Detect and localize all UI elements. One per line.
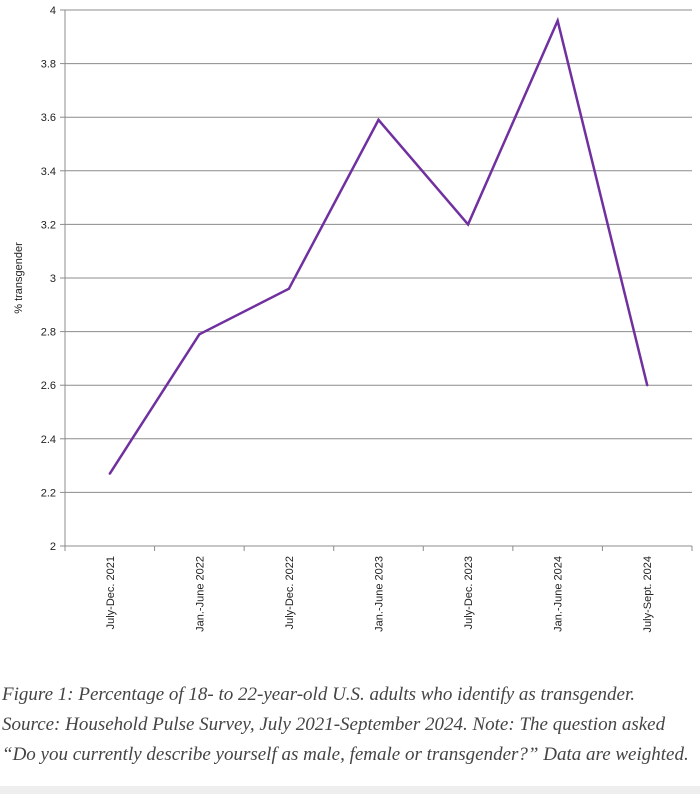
x-tick-label: July-Dec. 2021 bbox=[105, 556, 117, 629]
data-point bbox=[108, 472, 111, 475]
y-tick-label: 2 bbox=[50, 541, 56, 553]
bottom-divider bbox=[0, 786, 700, 794]
y-tick-label: 2.6 bbox=[41, 380, 56, 392]
y-tick-labels: 2 2.2 2.4 2.6 2.8 3 3.2 3.4 3.6 3.8 4 bbox=[41, 5, 56, 553]
data-point bbox=[287, 287, 291, 290]
line-chart: 2 2.2 2.4 2.6 2.8 3 3.2 3.4 3.6 3.8 4 July-Dec. 20… bbox=[13, 5, 693, 632]
data-point bbox=[466, 223, 470, 226]
y-tick-label: 2.8 bbox=[41, 327, 56, 339]
axes bbox=[60, 9, 693, 551]
x-tick-labels: July-Dec. 2021 Jan.-June 2022 July-Dec. 20… bbox=[105, 556, 654, 632]
gridlines bbox=[65, 9, 692, 493]
y-tick-label: 2.2 bbox=[41, 487, 56, 499]
x-tick-label: July-Dec. 2022 bbox=[284, 556, 296, 629]
x-tick-label: July-Dec. 2023 bbox=[463, 556, 475, 629]
x-tick-label: Jan.-June 2024 bbox=[553, 556, 565, 632]
figure-caption: Figure 1: Percentage of 18- to 22-year-o… bbox=[2, 684, 689, 765]
y-tick-label: 3.2 bbox=[41, 219, 56, 231]
x-tick-label: Jan.-June 2023 bbox=[374, 556, 386, 632]
series-line bbox=[108, 16, 649, 475]
series-group bbox=[108, 16, 649, 475]
y-tick-label: 3.8 bbox=[41, 59, 56, 71]
y-tick-label: 3.6 bbox=[41, 112, 56, 124]
x-tick-label: July-Sept. 2024 bbox=[642, 556, 654, 632]
data-point bbox=[198, 333, 201, 336]
y-tick-label: 3 bbox=[50, 273, 56, 285]
y-tick-label: 2.4 bbox=[41, 434, 56, 446]
x-tick-label: Jan.-June 2022 bbox=[194, 556, 206, 632]
y-tick-label: 4 bbox=[50, 5, 56, 17]
data-point bbox=[377, 118, 380, 122]
data-point bbox=[556, 19, 559, 22]
data-point bbox=[646, 384, 649, 387]
y-axis-label: % transgender bbox=[13, 242, 25, 314]
y-tick-label: 3.4 bbox=[41, 166, 56, 178]
